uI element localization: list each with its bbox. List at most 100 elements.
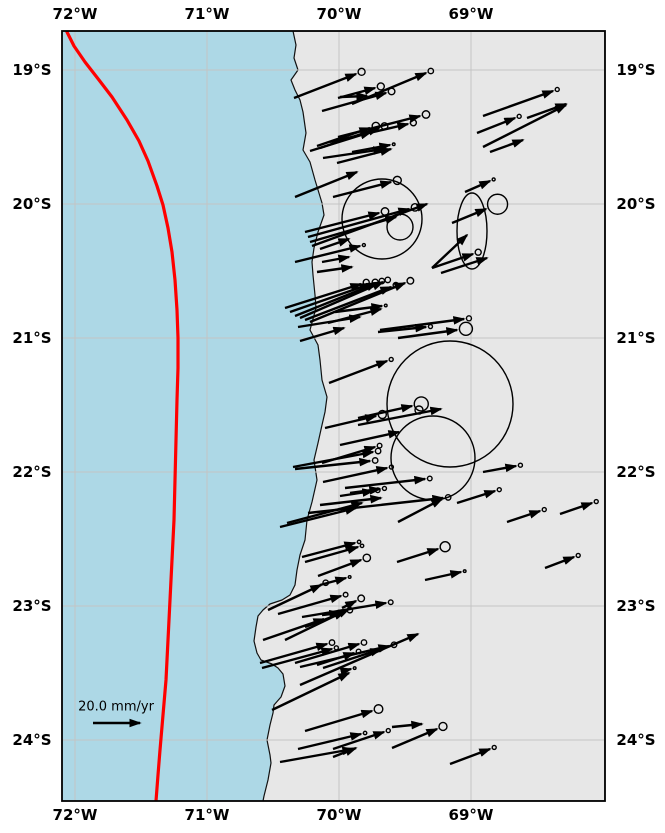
velocity-vector — [559, 501, 594, 516]
error-ellipse — [456, 192, 488, 270]
station-error-circle — [421, 110, 431, 119]
velocity-vector — [309, 130, 373, 153]
velocity-vector — [464, 179, 492, 194]
velocity-vector — [328, 359, 389, 385]
velocity-vector — [321, 445, 377, 465]
station-error-circle — [374, 487, 381, 494]
station-error-circle — [377, 409, 388, 420]
error-ellipse — [341, 178, 423, 260]
station-error-circle — [362, 730, 368, 736]
velocity-vector — [351, 142, 392, 154]
velocity-vector — [336, 147, 393, 165]
velocity-vector — [424, 570, 463, 582]
station-error-circle — [491, 177, 496, 182]
velocity-vector — [322, 146, 386, 160]
station-error-circle — [444, 494, 452, 501]
velocity-vector — [397, 327, 459, 340]
velocity-vector — [293, 72, 358, 100]
velocity-vector — [339, 667, 353, 676]
velocity-vector — [299, 280, 385, 320]
tick-label-left: 19°S — [12, 61, 52, 79]
velocity-vector — [299, 632, 420, 687]
station-error-circle — [486, 193, 509, 215]
velocity-vector — [316, 126, 372, 148]
station-error-circle — [361, 242, 367, 248]
station-error-circle — [387, 599, 394, 606]
tick-label-right: 22°S — [616, 463, 656, 481]
station-error-circle — [516, 113, 522, 120]
tick-label-left: 24°S — [12, 731, 52, 749]
error-ellipse — [390, 415, 476, 501]
velocity-vector — [332, 180, 393, 199]
station-error-circle — [362, 553, 372, 563]
velocity-vector — [391, 720, 424, 730]
velocity-vector — [304, 285, 393, 322]
velocity-vector — [319, 576, 348, 587]
station-error-circle — [383, 303, 388, 308]
velocity-vector — [322, 647, 383, 670]
tick-label-bottom: 70°W — [316, 806, 362, 824]
velocity-vector — [377, 323, 428, 334]
tick-label-top: 71°W — [184, 5, 230, 23]
velocity-vector — [431, 252, 475, 270]
station-error-circle — [359, 543, 365, 549]
trench-line — [65, 31, 180, 801]
station-error-circle — [371, 457, 379, 464]
velocity-vector — [262, 617, 326, 642]
station-error-circle — [376, 82, 385, 91]
velocity-vector — [289, 282, 372, 314]
station-error-circle — [406, 276, 415, 285]
velocity-vector — [309, 281, 407, 324]
map-frame — [61, 30, 606, 802]
velocity-vector — [261, 647, 334, 670]
velocity-vector — [304, 545, 360, 564]
velocity-vector — [431, 233, 469, 269]
tick-label-left: 20°S — [12, 195, 52, 213]
velocity-vector — [297, 314, 362, 329]
velocity-vector — [304, 709, 374, 733]
velocity-vector — [317, 558, 363, 578]
station-error-circle — [474, 248, 482, 256]
velocity-vector — [319, 237, 351, 251]
station-error-circle — [388, 356, 394, 363]
station-error-circle — [426, 475, 433, 482]
tick-label-bottom: 69°W — [448, 806, 494, 824]
velocity-vector — [391, 727, 439, 750]
station-error-circle — [575, 552, 581, 559]
velocity-vector — [489, 138, 525, 154]
velocity-vector — [482, 103, 568, 149]
velocity-vector — [279, 506, 358, 529]
tick-label-right: 19°S — [616, 61, 656, 79]
station-error-circle — [381, 485, 388, 492]
velocity-vector — [294, 170, 359, 199]
velocity-vector — [344, 475, 427, 490]
tick-label-bottom: 71°W — [184, 806, 230, 824]
velocity-vector — [294, 244, 362, 264]
station-error-circle — [439, 541, 451, 553]
error-ellipse — [386, 213, 414, 241]
velocity-vector — [321, 609, 342, 619]
station-error-circle — [593, 498, 599, 505]
velocity-vector — [456, 489, 497, 505]
station-error-circle — [465, 315, 473, 322]
velocity-vector — [339, 430, 401, 447]
tick-label-top: 70°W — [316, 5, 362, 23]
tick-label-left: 21°S — [12, 329, 52, 347]
velocity-vector — [277, 594, 343, 616]
velocity-vector — [294, 457, 372, 471]
station-error-circle — [496, 486, 502, 493]
station-error-circle — [554, 86, 560, 93]
velocity-vector — [476, 116, 517, 135]
velocity-vector — [482, 463, 518, 474]
velocity-vector — [319, 494, 383, 507]
velocity-vector — [379, 316, 466, 332]
tick-label-right: 23°S — [616, 597, 656, 615]
velocity-vector — [294, 281, 379, 318]
velocity-vector — [286, 501, 364, 525]
velocity-vector — [321, 254, 351, 264]
station-error-circle — [541, 506, 547, 513]
velocity-vector — [267, 583, 323, 612]
station-error-circle — [462, 569, 467, 574]
